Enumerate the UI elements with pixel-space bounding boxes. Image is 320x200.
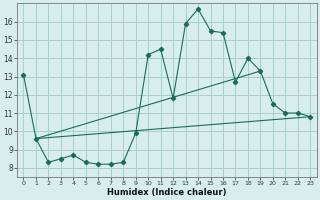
X-axis label: Humidex (Indice chaleur): Humidex (Indice chaleur): [107, 188, 227, 197]
